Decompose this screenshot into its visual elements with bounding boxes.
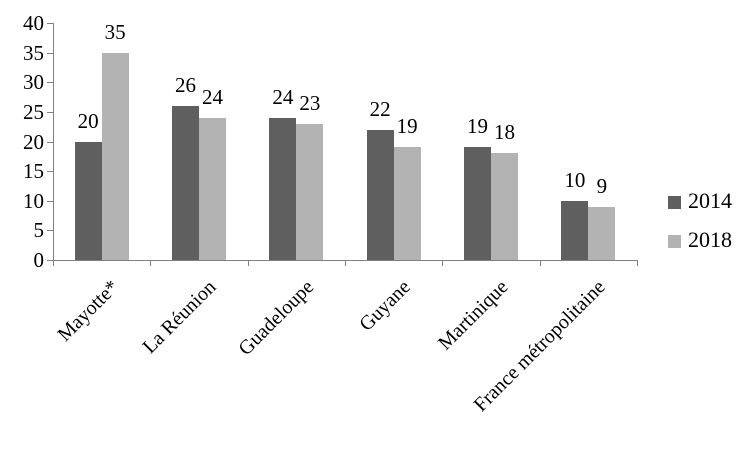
bar-2018-5 <box>588 206 616 260</box>
y-tick-label: 35 <box>23 40 44 65</box>
x-tick <box>247 260 249 266</box>
y-tick-label: 40 <box>23 11 44 35</box>
bar-value-label: 22 <box>369 96 391 121</box>
x-tick <box>637 260 638 266</box>
y-tick <box>47 23 53 24</box>
bar-value-label: 9 <box>596 173 608 198</box>
legend-swatch-2018 <box>668 234 681 248</box>
bar-2014-5 <box>561 200 589 260</box>
y-tick-label: 20 <box>23 129 44 154</box>
bar-2014-1 <box>172 105 199 260</box>
bar-2018-0 <box>101 52 129 260</box>
y-axis-line <box>53 23 54 266</box>
y-tick <box>47 171 53 173</box>
bar-value-label: 26 <box>175 72 196 97</box>
legend-item-2018: 2018 <box>668 228 732 252</box>
y-tick-label: 5 <box>33 218 45 243</box>
x-category-label: Guyane <box>355 276 416 336</box>
bar-2018-2 <box>296 123 324 260</box>
bar-2014-0 <box>74 141 102 260</box>
bar-2014-4 <box>464 147 491 260</box>
legend-item-2014: 2014 <box>668 189 732 213</box>
legend-label-2014: 2014 <box>688 188 732 213</box>
legend-swatch-2014 <box>668 195 681 209</box>
bar-value-label: 19 <box>396 114 418 139</box>
bar-value-label: 19 <box>467 114 488 139</box>
x-category-label: Guadeloupe <box>234 276 318 360</box>
y-tick <box>47 230 53 232</box>
x-tick <box>345 260 346 266</box>
bar-2018-4 <box>491 153 518 260</box>
legend: 2014 2018 <box>668 189 732 252</box>
bar-value-label: 18 <box>494 120 515 145</box>
y-tick-label: 0 <box>33 248 45 272</box>
y-tick-label: 25 <box>23 99 44 124</box>
y-tick <box>47 111 53 113</box>
bar-value-label: 10 <box>564 167 586 192</box>
y-tick <box>47 52 53 54</box>
bar-2018-3 <box>393 147 421 260</box>
bar-value-label: 23 <box>299 90 321 115</box>
x-tick <box>53 260 54 266</box>
y-tick <box>47 200 53 202</box>
x-tick <box>150 260 152 266</box>
x-category-label: Mayotte* <box>53 276 124 346</box>
y-tick-label: 10 <box>23 188 44 213</box>
bar-value-label: 20 <box>77 108 99 133</box>
bar-value-label: 35 <box>104 19 126 44</box>
bar-value-label: 24 <box>272 84 294 109</box>
y-tick-label: 30 <box>23 70 44 95</box>
x-category-label: Martinique <box>434 276 513 355</box>
bar-2014-2 <box>269 117 297 260</box>
y-tick <box>47 141 53 143</box>
y-tick <box>47 82 53 84</box>
bar-2018-1 <box>199 117 226 260</box>
x-tick <box>442 260 444 266</box>
x-category-label: La Réunion <box>138 276 221 358</box>
legend-label-2018: 2018 <box>688 227 732 252</box>
y-tick <box>47 260 53 261</box>
bar-2014-3 <box>366 129 394 260</box>
x-tick <box>539 260 541 266</box>
bar-value-label: 24 <box>202 84 223 109</box>
y-tick-label: 15 <box>23 159 44 184</box>
